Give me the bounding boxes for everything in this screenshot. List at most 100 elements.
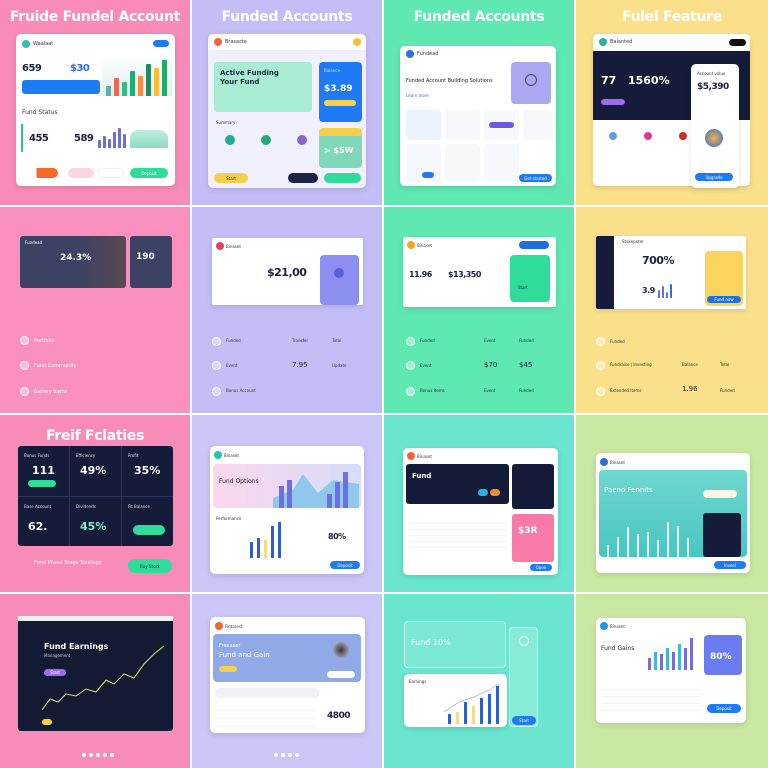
pill-button[interactable] [22, 168, 58, 178]
pill-button[interactable] [324, 173, 361, 183]
invest-button[interactable]: Invest [714, 561, 746, 569]
deposit-button[interactable]: Deposit [330, 561, 360, 569]
pill-button[interactable] [68, 168, 94, 178]
list-item[interactable]: Fund Community [34, 363, 77, 369]
start-button[interactable]: Start [512, 716, 536, 725]
stat-value: 11.96 [409, 270, 432, 279]
bar-chart [648, 638, 693, 670]
logo-icon [215, 622, 223, 630]
brand-name: Fintarest [225, 624, 243, 629]
tile-teal-dashboard: Binaset Paeno Fennits Invest [576, 415, 768, 592]
row-value: Transfer [292, 338, 309, 343]
period-button[interactable] [42, 719, 52, 725]
fund-button[interactable]: Fund now [707, 296, 741, 303]
deposit-banner[interactable] [22, 80, 100, 94]
pill-button[interactable] [98, 168, 124, 178]
label: Account value [697, 71, 726, 76]
nav-button[interactable] [519, 241, 549, 249]
logo-icon [600, 622, 608, 630]
upgrade-button[interactable]: Upgrade [695, 173, 733, 181]
row-value: 1.96 [682, 385, 698, 393]
list-item[interactable]: Portfolio [34, 338, 55, 344]
sidebar [596, 236, 614, 309]
row-value: Update [332, 363, 347, 368]
account-panel: Account value $5,390 Upgrade [691, 64, 739, 188]
pagination-dots[interactable] [272, 742, 300, 761]
hero-panel: Active Funding Your Fund [214, 62, 312, 112]
stat-value: $3R [518, 526, 538, 536]
stat-button[interactable] [28, 480, 56, 487]
feature-tile[interactable] [445, 144, 480, 182]
feature-tile[interactable] [523, 110, 552, 140]
hero-button[interactable] [703, 490, 737, 498]
pill-button[interactable] [288, 173, 318, 183]
feature-tile[interactable] [406, 110, 441, 140]
stat-value: 35% [134, 464, 161, 477]
tile-fund-account: Fruide Fundel Account Waalaat 659 $30 Fu… [0, 0, 190, 205]
hero-button[interactable] [327, 671, 355, 678]
learn-more-link[interactable]: Learn more [406, 93, 429, 98]
dashboard-card: Binaset Paeno Fennits Invest [596, 453, 750, 573]
open-button[interactable]: Open [530, 564, 552, 571]
list-icon [596, 361, 605, 370]
hero-text: Freeaser [219, 643, 241, 649]
start-button[interactable]: Start [44, 669, 66, 676]
feature-tile[interactable] [484, 144, 519, 182]
get-started-button[interactable]: Get started [519, 174, 552, 182]
buy-stock-button[interactable]: Buy Stock [128, 559, 172, 573]
dashboard-card: Fundead Funded Account Building Solution… [400, 46, 556, 186]
table [601, 683, 701, 717]
toggle[interactable] [478, 489, 488, 496]
dashboard-card: Binaset Fund $3R Open [403, 448, 558, 575]
nav-button[interactable] [729, 39, 746, 46]
hero-text: Paeno Fennits [604, 486, 653, 494]
hero-button[interactable] [601, 99, 625, 105]
avatar[interactable] [353, 38, 361, 46]
feature-tile[interactable] [484, 110, 519, 140]
brand-name: Waalaat [33, 41, 54, 47]
tab-bar[interactable] [215, 688, 319, 698]
feature-icon [297, 135, 307, 145]
stat-label: Profit [128, 453, 139, 458]
list-item[interactable]: Gallery Items [34, 389, 68, 395]
brand-name: Binaset [610, 624, 625, 629]
deposit-button[interactable]: Deposit [130, 168, 168, 178]
row-value: Total [332, 338, 342, 343]
feature-tile[interactable] [445, 110, 480, 140]
stat-value: 80% [328, 532, 346, 541]
tile-title: Funded Accounts [413, 9, 545, 25]
panel-label[interactable]: Start [518, 285, 528, 290]
stat-value: 80% [710, 652, 732, 662]
nav-button[interactable] [153, 40, 169, 47]
stat-button[interactable] [133, 525, 165, 535]
hero-text: Fund 10% [411, 638, 451, 647]
chat-icon [525, 74, 537, 86]
logo-icon [214, 38, 222, 46]
table [216, 703, 316, 727]
deposit-button[interactable]: Deposit [707, 704, 741, 713]
avatar [705, 129, 723, 147]
section-title: Earnings [409, 679, 427, 684]
start-button[interactable]: Start [214, 173, 248, 183]
hero-panel: Paeno Fennits [599, 470, 747, 557]
dashboard-card: Binaset $21,00 [212, 238, 363, 305]
tile-profile: Fundead 24.3% 190 Portfolio Fund Communi… [0, 207, 190, 413]
balance-button[interactable] [324, 100, 356, 106]
tile-funded-accounts: Funded Accounts Brasacte Active Funding … [192, 0, 382, 205]
stat-card: 190 [130, 236, 172, 288]
list-icon [212, 387, 221, 396]
logo-icon [406, 50, 414, 58]
pagination-dots[interactable] [80, 742, 115, 761]
row-value: Funded [720, 388, 735, 393]
feature-icon [609, 132, 617, 140]
area-chart [130, 130, 168, 148]
toggle[interactable] [490, 489, 500, 496]
hero-panel: Fund [406, 464, 509, 504]
side-panel: Fund now [705, 251, 743, 306]
row-value: $45 [519, 361, 533, 369]
feature-tile[interactable] [406, 144, 441, 182]
hero-button[interactable] [219, 666, 237, 672]
tile-balance-2: Binaset 11.96 $13,350 Start Funded Event F… [384, 207, 574, 413]
stat-value: $30 [70, 63, 90, 74]
balance-panel: Balance $3.89 [319, 62, 362, 122]
